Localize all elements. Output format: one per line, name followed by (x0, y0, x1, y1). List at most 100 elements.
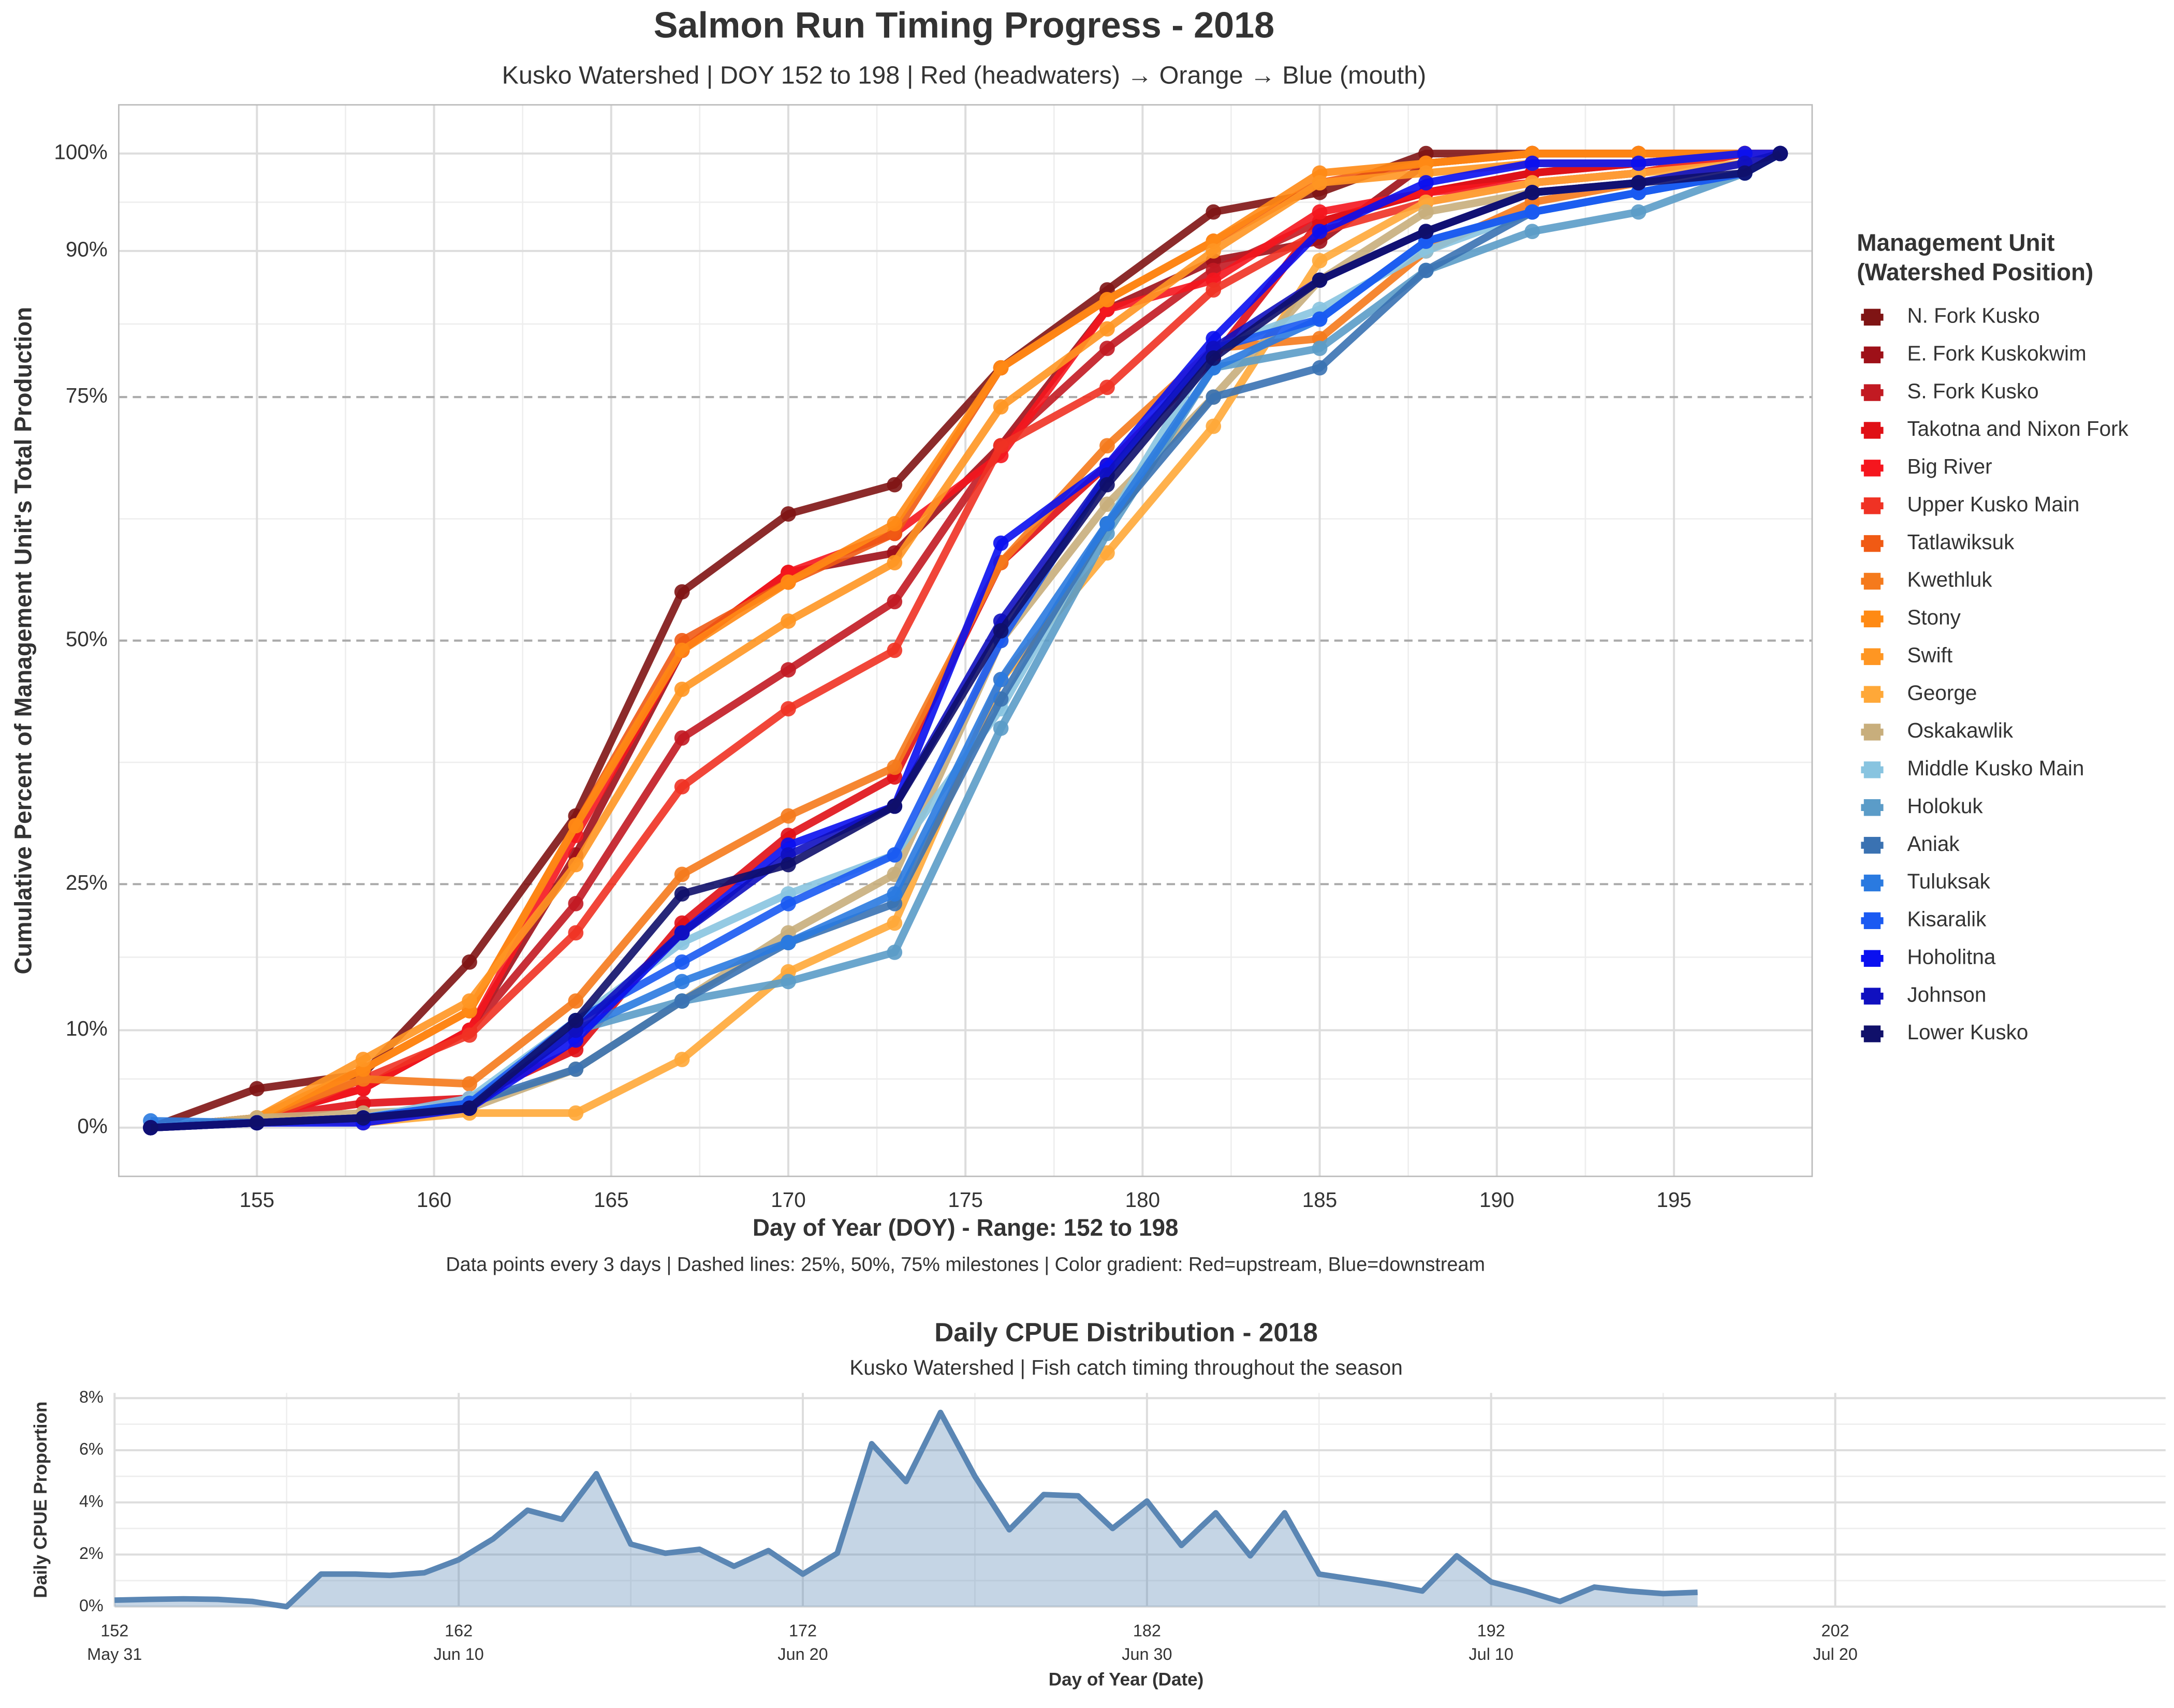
data-point (249, 1081, 265, 1097)
data-point (1099, 477, 1115, 493)
legend-title: Management Unit (1857, 229, 2054, 256)
data-point (1099, 292, 1115, 307)
data-point (355, 1110, 371, 1126)
data-point (781, 662, 796, 678)
data-point (568, 993, 584, 1009)
y-axis-label: Cumulative Percent of Management Unit's … (10, 307, 37, 975)
legend-label: Oskakawlik (1907, 718, 2013, 742)
data-point (1099, 341, 1115, 356)
data-point (1418, 224, 1434, 240)
legend-label: Upper Kusko Main (1907, 492, 2079, 516)
data-point (568, 925, 584, 941)
x-tick-label: 202 (1822, 1621, 1849, 1640)
legend-swatch (1863, 308, 1881, 326)
y-tick-label: 0% (77, 1114, 107, 1138)
data-point (462, 1100, 477, 1116)
area-fill (114, 1412, 1698, 1607)
data-point (781, 701, 796, 717)
x-tick-label: 152 (100, 1621, 128, 1640)
data-point (1099, 321, 1115, 337)
legend-label: Hoholitna (1907, 945, 1995, 968)
data-point (462, 1027, 477, 1043)
x-axis-label: Day of Year (Date) (1049, 1670, 1204, 1690)
data-point (993, 623, 1009, 639)
legend-label: E. Fork Kuskokwim (1907, 341, 2086, 365)
data-point (568, 1012, 584, 1028)
legend-swatch (1863, 988, 1881, 1005)
legend-swatch (1863, 535, 1881, 552)
data-point (1312, 204, 1328, 220)
legend-label: Aniak (1907, 832, 1960, 856)
data-point (674, 1052, 690, 1067)
x-tick-label: 185 (1302, 1188, 1338, 1212)
data-point (355, 1052, 371, 1067)
data-point (462, 954, 477, 970)
data-point (1524, 204, 1540, 220)
legend-label: Tuluksak (1907, 870, 1990, 893)
data-point (887, 915, 903, 931)
data-point (1099, 545, 1115, 561)
y-tick-label: 0% (79, 1596, 104, 1615)
data-point (1737, 165, 1753, 181)
legend-label: Kwethluk (1907, 568, 1992, 592)
x-tick-label: 190 (1479, 1188, 1515, 1212)
chart-title: Salmon Run Timing Progress - 2018 (654, 5, 1274, 46)
data-point (1524, 224, 1540, 240)
area-line (114, 1409, 1698, 1610)
y-axis-label: Daily CPUE Proportion (31, 1402, 51, 1598)
legend-swatch (1863, 912, 1881, 930)
data-point (674, 886, 690, 902)
y-tick-label: 25% (66, 871, 108, 894)
chart-subtitle: Kusko Watershed | Fish catch timing thro… (849, 1356, 1403, 1379)
x-tick-date: Jul 20 (1813, 1645, 1857, 1663)
data-point (674, 642, 690, 658)
legend-label: Big River (1907, 454, 1992, 478)
data-point (1418, 175, 1434, 190)
data-point (249, 1115, 265, 1131)
data-point (1206, 350, 1222, 366)
x-tick-label: 182 (1133, 1621, 1161, 1640)
data-point (674, 974, 690, 990)
legend-label: Takotna and Nixon Fork (1907, 417, 2128, 440)
legend-label: Johnson (1907, 982, 1986, 1006)
data-point (1630, 155, 1647, 171)
y-tick-label: 8% (79, 1388, 104, 1406)
legend-label: Stony (1907, 606, 1961, 629)
y-tick-label: 90% (66, 238, 108, 261)
data-point (1524, 155, 1540, 171)
data-point (781, 857, 796, 873)
caption: Data points every 3 days | Dashed lines:… (446, 1254, 1485, 1276)
data-point (887, 555, 903, 570)
legend-swatch (1863, 610, 1881, 628)
x-tick-label: 175 (948, 1188, 983, 1212)
legend-label: Holokuk (1907, 794, 1983, 818)
x-tick-label: 172 (789, 1621, 817, 1640)
legend-swatch (1863, 1025, 1881, 1042)
x-tick-date: Jul 10 (1469, 1645, 1514, 1663)
data-point (781, 506, 796, 522)
legend-label: Lower Kusko (1907, 1020, 2028, 1044)
data-point (887, 642, 903, 658)
data-point (674, 925, 690, 941)
x-axis-label: Day of Year (DOY) - Range: 152 to 198 (753, 1214, 1179, 1241)
data-point (1418, 262, 1434, 278)
legend-title: (Watershed Position) (1857, 258, 2093, 285)
data-point (1206, 243, 1222, 259)
data-point (674, 584, 690, 600)
legend-swatch (1863, 572, 1881, 590)
y-tick-label: 50% (66, 627, 108, 651)
data-point (781, 808, 796, 824)
data-point (887, 594, 903, 610)
data-point (1312, 224, 1328, 240)
data-point (1312, 341, 1328, 356)
x-tick-label: 162 (445, 1621, 473, 1640)
data-point (993, 720, 1009, 736)
data-point (462, 993, 477, 1009)
legend-label: Tatlawiksuk (1907, 530, 2015, 554)
x-tick-date: Jun 20 (777, 1645, 828, 1663)
data-point (674, 993, 690, 1009)
data-point (1206, 389, 1222, 405)
data-point (781, 613, 796, 629)
data-point (568, 896, 584, 911)
legend-swatch (1863, 724, 1881, 741)
